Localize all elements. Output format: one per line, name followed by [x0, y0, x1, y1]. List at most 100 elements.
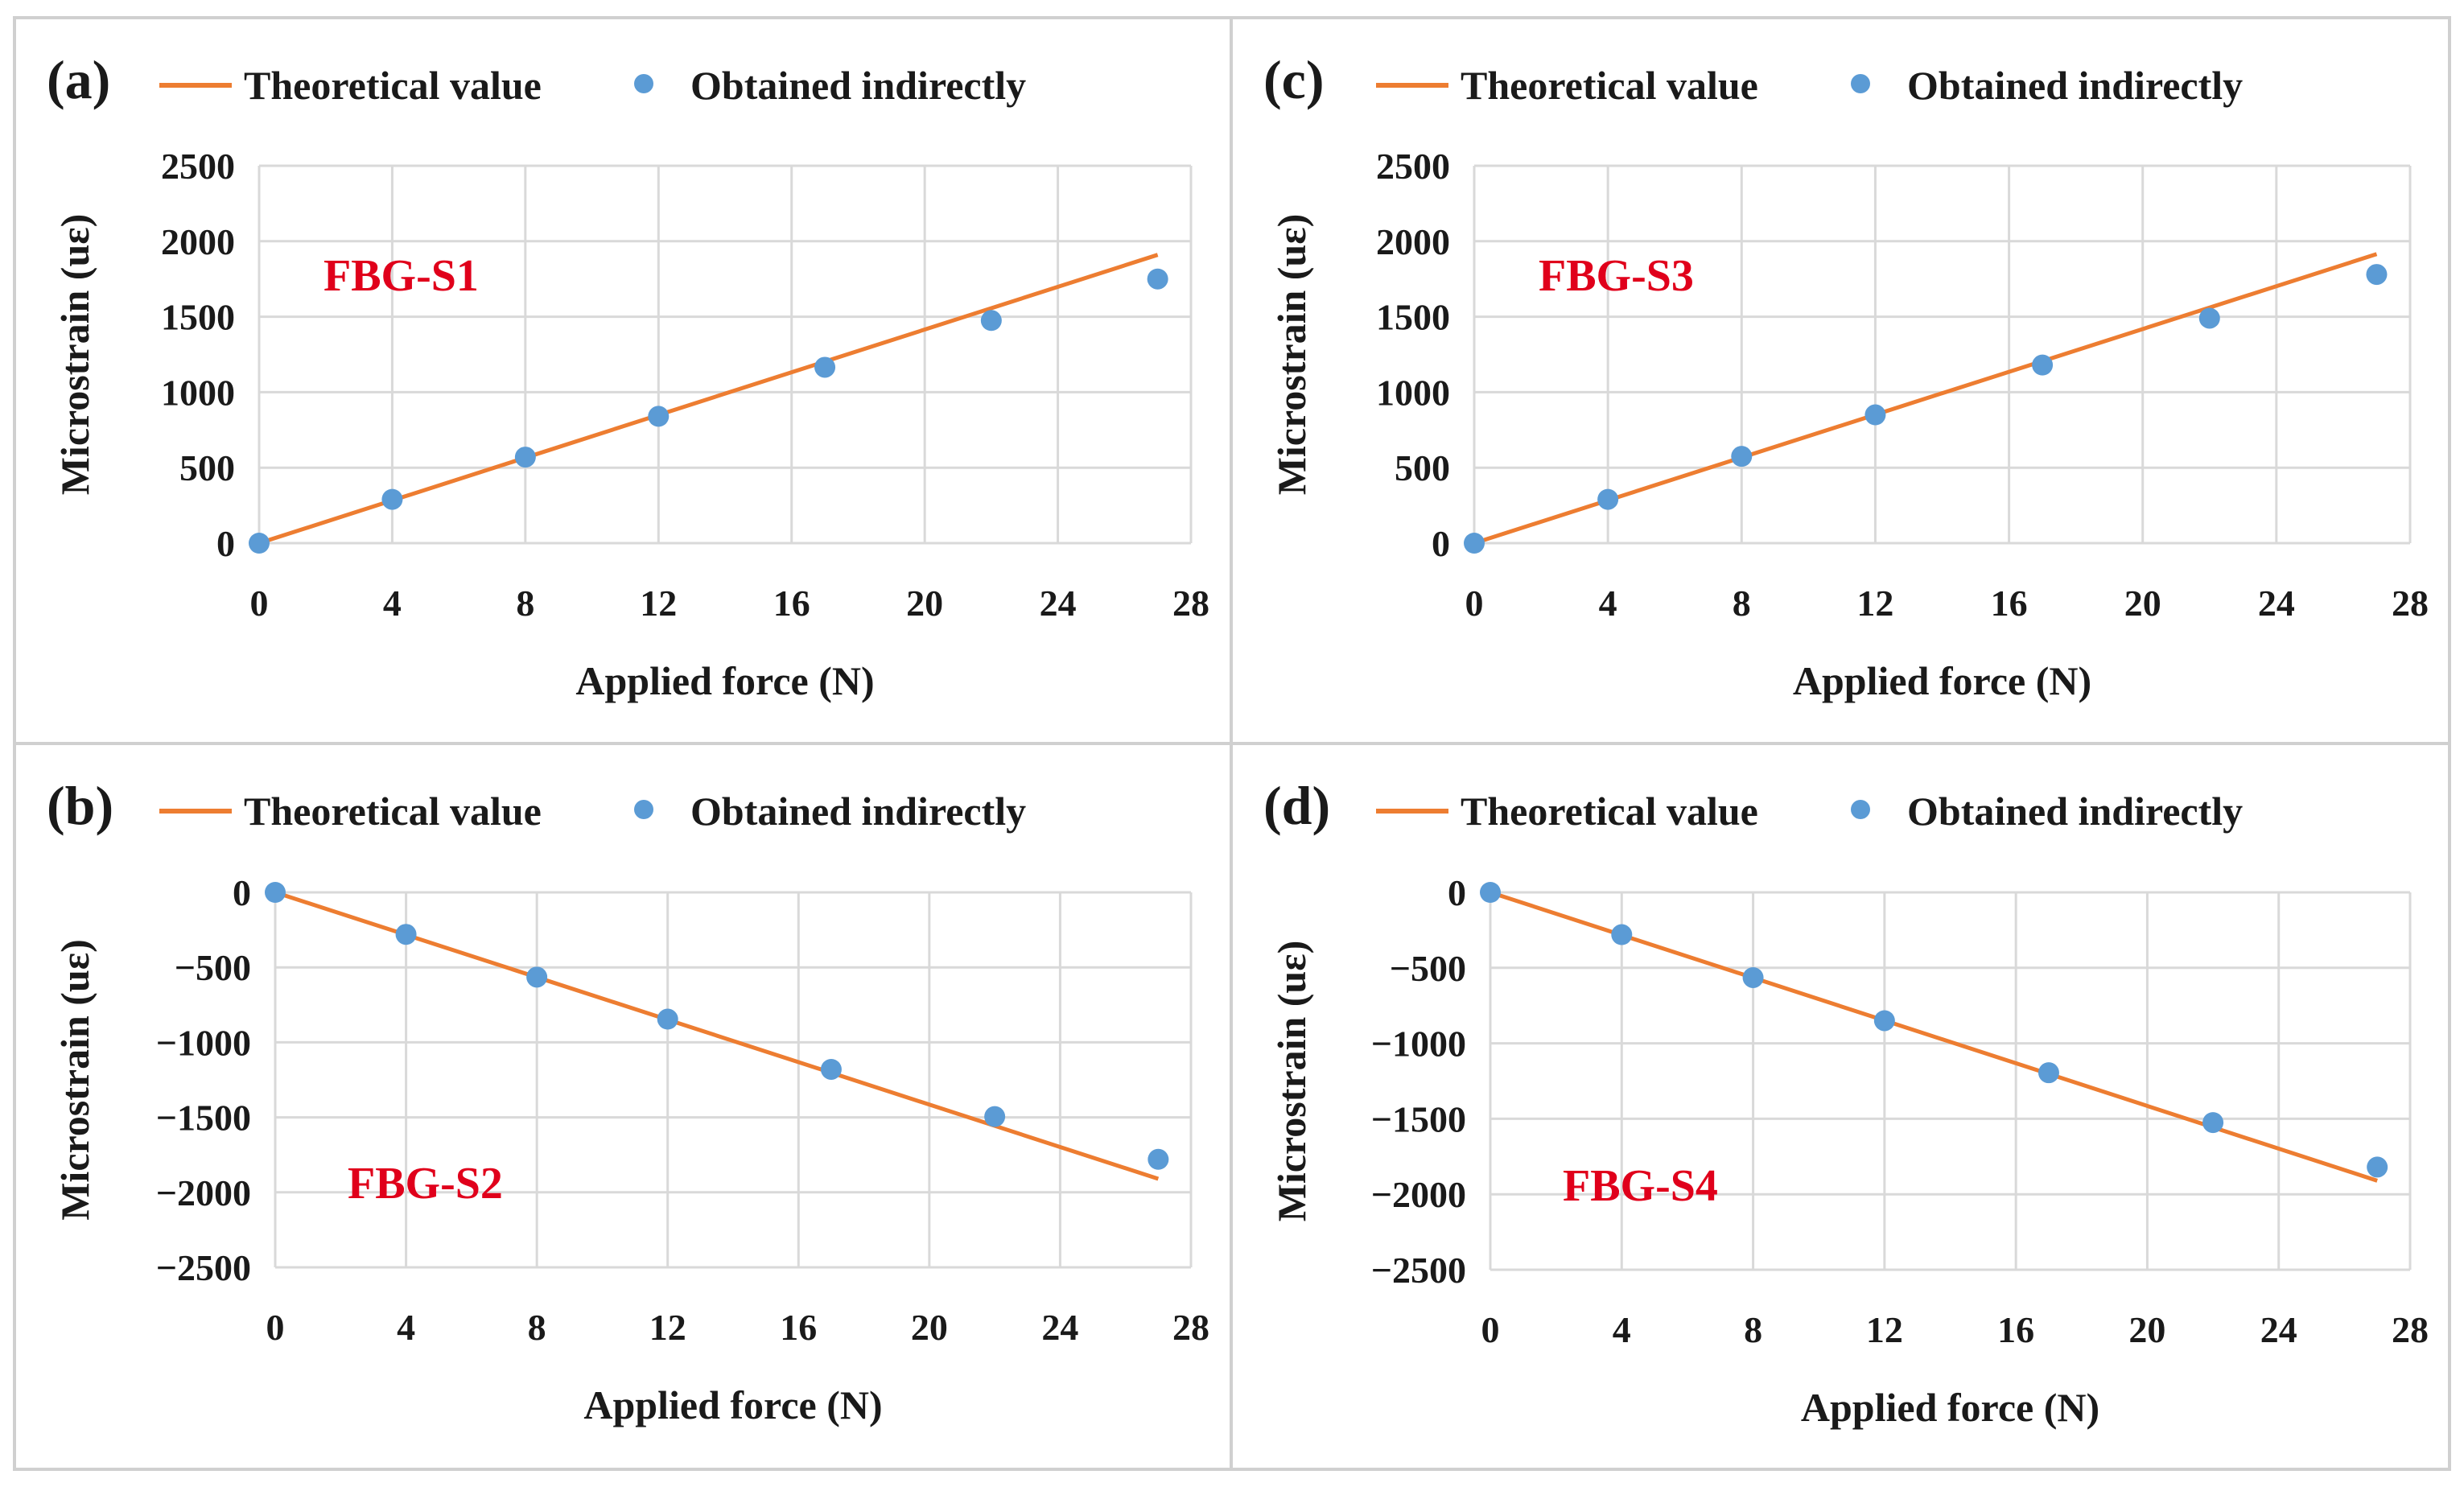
obtained-point	[249, 533, 270, 554]
x-tick-label: 24	[1041, 1307, 1078, 1348]
x-tick-label: 28	[2392, 583, 2429, 624]
x-tick-label: 12	[1866, 1309, 1903, 1350]
obtained-point	[2202, 1112, 2224, 1134]
sensor-label: FBG-S2	[348, 1159, 503, 1209]
x-tick-label: 28	[2392, 1309, 2429, 1350]
x-tick-label: 16	[1997, 1309, 2034, 1350]
y-tick-label: 1000	[1376, 372, 1450, 413]
legend-marker-swatch	[634, 800, 653, 819]
obtained-point	[2367, 1156, 2388, 1178]
legend-marker-label: Obtained indirectly	[1907, 63, 2243, 108]
obtained-point	[514, 447, 536, 468]
x-tick-label: 0	[266, 1307, 285, 1348]
x-tick-label: 20	[911, 1307, 948, 1348]
x-tick-label: 0	[250, 583, 269, 624]
legend-marker-swatch	[1851, 800, 1870, 819]
x-tick-label: 16	[773, 583, 810, 624]
y-axis-title: Microstrain (uε)	[52, 939, 97, 1221]
obtained-point	[2366, 264, 2388, 286]
obtained-point	[2038, 1062, 2059, 1084]
theoretical-line	[1473, 252, 2378, 546]
y-axis-title: Microstrain (uε)	[52, 214, 97, 496]
obtained-point	[2198, 307, 2220, 329]
y-tick-label: −500	[175, 947, 251, 988]
obtained-point	[1148, 1148, 1169, 1170]
legend-marker-label: Obtained indirectly	[1907, 789, 2243, 834]
obtained-point	[648, 406, 670, 427]
x-tick-label: 4	[383, 583, 402, 624]
obtained-point	[980, 310, 1002, 332]
theoretical-line	[1490, 890, 2378, 1183]
obtained-point	[1742, 966, 1764, 988]
y-tick-label: 1500	[1376, 297, 1450, 338]
sensor-label: FBG-S3	[1539, 251, 1694, 301]
legend-marker-swatch	[634, 74, 653, 93]
y-axis-title: Microstrain (uε)	[1269, 214, 1314, 496]
legend-marker-swatch	[1851, 74, 1870, 93]
y-tick-label: −1000	[1371, 1024, 1466, 1065]
panel-letter: (c)	[1263, 49, 1324, 110]
obtained-point	[2032, 354, 2054, 376]
x-axis-title: Applied force (N)	[575, 658, 874, 703]
y-tick-label: 500	[1395, 447, 1450, 488]
legend-line-label: Theoretical value	[244, 63, 542, 108]
x-tick-label: 28	[1172, 583, 1209, 624]
x-tick-label: 8	[1733, 583, 1751, 624]
x-tick-label: 16	[780, 1307, 817, 1348]
obtained-point	[814, 356, 836, 378]
x-tick-label: 12	[1856, 583, 1893, 624]
obtained-point	[381, 488, 403, 510]
x-tick-label: 8	[528, 1307, 546, 1348]
y-tick-label: 0	[233, 872, 251, 913]
x-tick-label: 20	[2128, 1309, 2165, 1350]
y-tick-label: −2500	[1371, 1250, 1466, 1291]
sensor-label: FBG-S1	[323, 251, 479, 301]
x-tick-label: 20	[2124, 583, 2161, 624]
y-tick-label: 500	[179, 447, 235, 488]
obtained-point	[1611, 924, 1633, 945]
x-tick-label: 12	[649, 1307, 686, 1348]
chart-panel-a: 0 500 1000 1500 2000 2500 0 4 8 12 16 20 24 28 Applied…	[13, 16, 1233, 745]
y-tick-label: 1000	[161, 372, 235, 413]
x-tick-label: 8	[1744, 1309, 1762, 1350]
obtained-point	[1597, 488, 1619, 510]
y-tick-label: 2000	[161, 221, 235, 262]
y-tick-label: 2000	[1376, 221, 1450, 262]
x-tick-label: 8	[516, 583, 534, 624]
obtained-point	[526, 966, 548, 988]
legend-line-label: Theoretical value	[1461, 63, 1758, 108]
x-tick-label: 12	[640, 583, 677, 624]
x-axis-title: Applied force (N)	[1793, 658, 2091, 703]
panel-letter: (b)	[47, 775, 113, 836]
y-tick-label: −1000	[156, 1022, 251, 1063]
x-tick-label: 4	[1599, 583, 1617, 624]
y-tick-label: 0	[1432, 523, 1450, 564]
x-axis-title: Applied force (N)	[1801, 1385, 2099, 1430]
legend-marker-label: Obtained indirectly	[690, 63, 1026, 108]
legend-line-label: Theoretical value	[1461, 789, 1758, 834]
y-tick-label: −2500	[156, 1247, 251, 1288]
legend-marker-label: Obtained indirectly	[690, 789, 1026, 834]
y-tick-label: −1500	[1371, 1098, 1466, 1139]
panel-border	[1230, 742, 2451, 1471]
legend-line-label: Theoretical value	[244, 789, 542, 834]
obtained-point	[1864, 404, 1886, 426]
x-tick-label: 4	[397, 1307, 415, 1348]
obtained-point	[1464, 533, 1485, 554]
chart-panel-c: 0 500 1000 1500 2000 2500 0 4 8 12 16 20 24 28 Applied…	[1230, 16, 2451, 745]
x-tick-label: 0	[1465, 583, 1484, 624]
obtained-point	[1147, 268, 1168, 290]
obtained-point	[984, 1106, 1006, 1127]
obtained-point	[1873, 1010, 1895, 1032]
y-tick-label: −1500	[156, 1098, 251, 1139]
theoretical-line	[258, 253, 1159, 546]
y-tick-label: 0	[1448, 872, 1466, 913]
y-tick-label: 2500	[1376, 146, 1450, 187]
x-tick-label: 24	[2260, 1309, 2297, 1350]
obtained-point	[1731, 446, 1753, 468]
sensor-label: FBG-S4	[1563, 1161, 1718, 1211]
obtained-point	[820, 1058, 842, 1080]
x-tick-label: 16	[1991, 583, 2028, 624]
y-tick-label: 2500	[161, 146, 235, 187]
